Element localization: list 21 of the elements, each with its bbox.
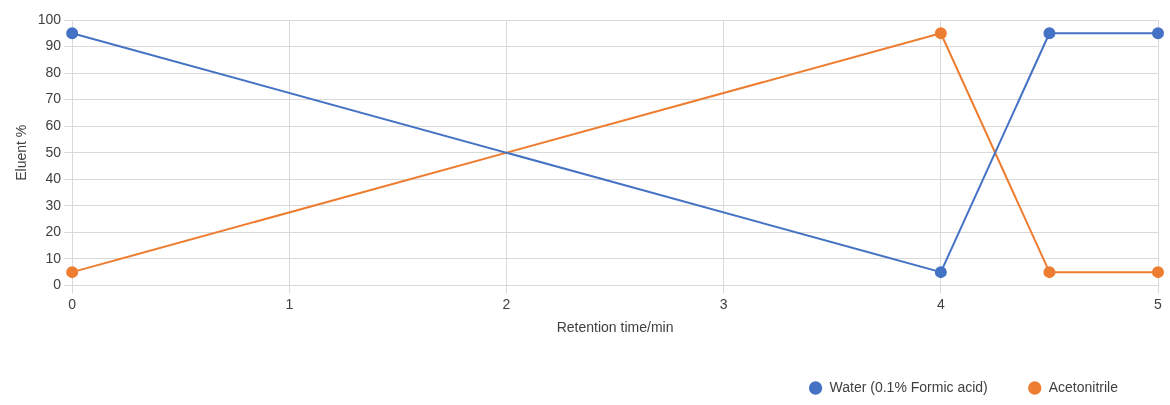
x-tick-label: 4 — [936, 295, 945, 312]
y-tick-label: 70 — [45, 90, 62, 107]
y-tick-label: 10 — [45, 249, 62, 266]
x-axis-title: Retention time/min — [556, 319, 674, 336]
x-tick-label: 2 — [502, 295, 511, 312]
y-tick-label: 0 — [53, 276, 62, 293]
x-tick-label: 5 — [1154, 295, 1163, 312]
y-tick-label: 90 — [45, 37, 62, 54]
y-tick-label: 60 — [45, 117, 62, 134]
legend-label: Acetonitrile — [1048, 378, 1119, 395]
y-tick-label: 80 — [45, 63, 62, 80]
y-tick-label: 100 — [37, 10, 62, 27]
y-tick-label: 50 — [45, 143, 62, 160]
legend-label: Water (0.1% Formic acid) — [829, 378, 988, 395]
y-tick-label: 40 — [45, 170, 62, 187]
y-axis-title: Eluent % — [13, 124, 30, 181]
y-tick-label: 30 — [45, 196, 62, 213]
x-tick-label: 3 — [719, 295, 728, 312]
x-tick-label: 1 — [285, 295, 294, 312]
y-tick-label: 20 — [45, 223, 62, 240]
x-tick-label: 0 — [68, 295, 77, 312]
